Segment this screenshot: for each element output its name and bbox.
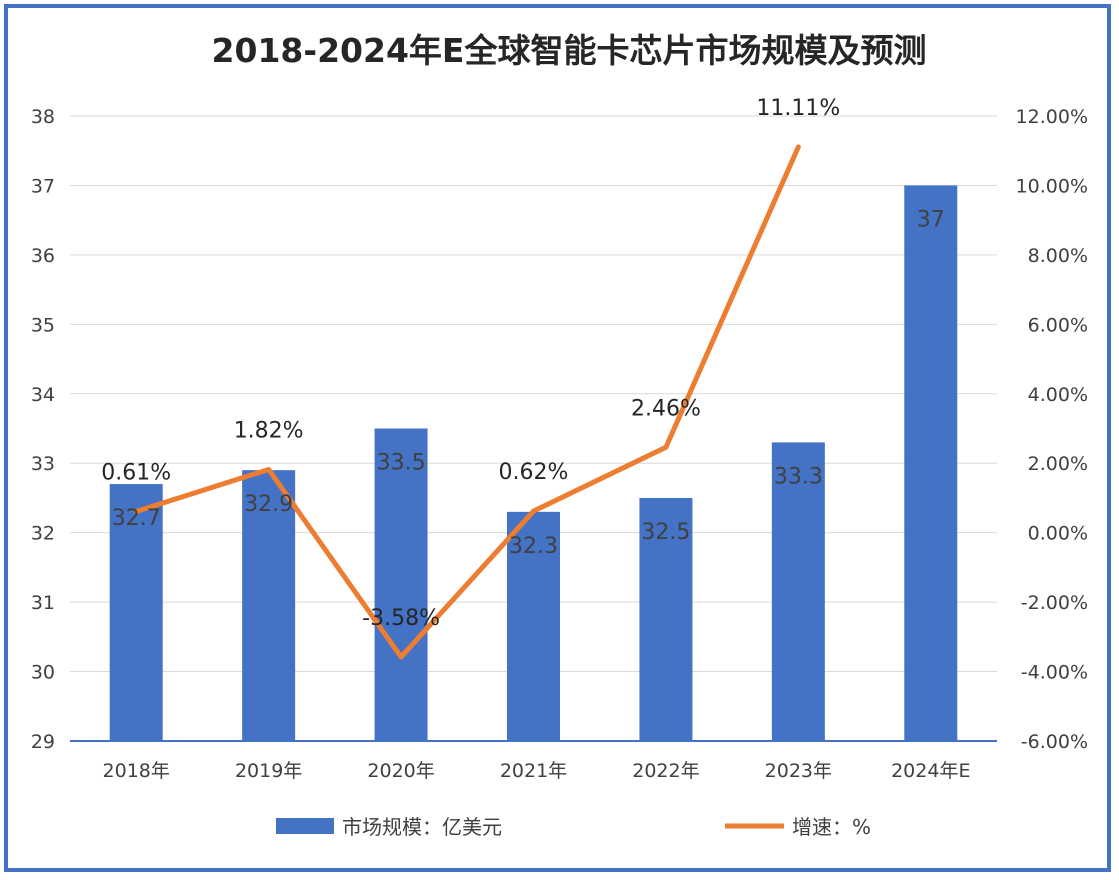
bar — [507, 511, 560, 741]
bar-value-label: 32.7 — [112, 506, 161, 531]
x-tick-label: 2023年 — [765, 760, 832, 782]
right-axis-ticks: -6.00% -4.00% -2.00% 0.00% 2.00% 4.00% 6.00% 8.… — [1016, 106, 1088, 753]
line-value-label: -3.58% — [362, 606, 440, 631]
left-tick-label: 35 — [31, 314, 55, 336]
gridlines — [70, 115, 997, 673]
right-tick-label: -4.00% — [1021, 662, 1088, 684]
x-tick-label: 2018年 — [103, 760, 170, 782]
chart-title: 2018-2024年E全球智能卡芯片市场规模及预测 — [212, 31, 927, 70]
right-tick-label: 8.00% — [1028, 245, 1088, 267]
right-tick-label: 12.00% — [1016, 106, 1088, 128]
legend: 市场规模：亿美元 增速：% — [276, 815, 871, 839]
bar-value-label: 37 — [917, 207, 945, 232]
left-tick-label: 29 — [31, 731, 55, 753]
bar-data-labels: 32.7 32.9 33.5 32.3 32.5 33.3 37 — [112, 207, 945, 558]
bar-value-label: 32.9 — [244, 492, 293, 517]
right-tick-label: 2.00% — [1028, 453, 1088, 475]
left-tick-label: 31 — [31, 592, 55, 614]
x-tick-label: 2024年E — [891, 760, 970, 782]
line-series — [133, 144, 801, 660]
legend-bar-swatch — [276, 818, 334, 834]
left-tick-label: 38 — [31, 106, 55, 128]
bar — [771, 442, 825, 741]
right-tick-label: -6.00% — [1021, 731, 1088, 753]
right-tick-label: 4.00% — [1028, 384, 1088, 406]
bar — [242, 470, 296, 741]
chart-frame — [4, 4, 1111, 872]
line-value-label: 0.61% — [101, 460, 171, 485]
left-tick-label: 34 — [31, 384, 55, 406]
bar — [109, 484, 163, 741]
bar — [904, 185, 958, 741]
left-tick-label: 32 — [31, 523, 55, 545]
right-tick-label: 0.00% — [1028, 523, 1088, 545]
bar-value-label: 33.3 — [774, 464, 823, 489]
x-tick-label: 2022年 — [632, 760, 699, 782]
growth-line — [133, 144, 801, 660]
legend-bar-label: 市场规模：亿美元 — [342, 815, 502, 839]
legend-line-label: 增速：% — [792, 815, 871, 839]
line-value-label: 0.62% — [499, 460, 569, 485]
bar-value-label: 32.3 — [509, 534, 558, 559]
left-tick-label: 30 — [31, 662, 55, 684]
left-tick-label: 36 — [31, 245, 55, 267]
left-tick-label: 37 — [31, 175, 55, 197]
line-value-label: 11.11% — [756, 96, 840, 121]
left-axis-ticks: 29 30 31 32 33 34 35 36 37 38 — [31, 106, 55, 753]
bar-value-label: 32.5 — [641, 520, 690, 545]
bar — [639, 497, 693, 741]
right-tick-label: 10.00% — [1016, 175, 1088, 197]
bar-series — [109, 185, 958, 741]
x-tick-label: 2019年 — [235, 760, 302, 782]
line-value-label: 2.46% — [631, 396, 701, 421]
left-tick-label: 33 — [31, 453, 55, 475]
line-data-labels: 0.61% 1.82% -3.58% 0.62% 2.46% 11.11% — [101, 96, 840, 631]
x-tick-label: 2021年 — [500, 760, 567, 782]
line-value-label: 1.82% — [234, 418, 304, 443]
right-tick-label: 6.00% — [1028, 314, 1088, 336]
x-tick-label: 2020年 — [367, 760, 434, 782]
right-tick-label: -2.00% — [1021, 592, 1088, 614]
bar-value-label: 33.5 — [377, 451, 426, 476]
x-axis: 2018年 2019年 2020年 2021年 2022年 2023年 2024年E — [70, 740, 997, 782]
bar — [374, 428, 428, 741]
